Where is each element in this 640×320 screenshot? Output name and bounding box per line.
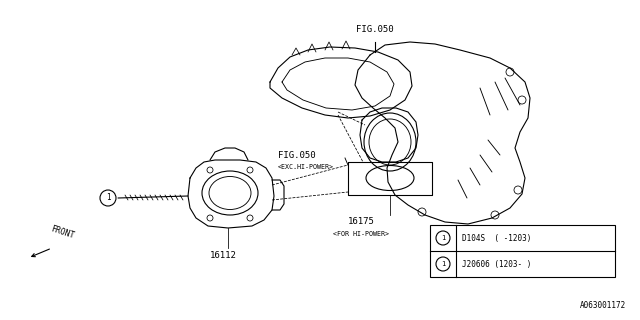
Bar [430,225,615,277]
Text: 1: 1 [106,194,110,203]
Text: FRONT: FRONT [50,224,76,240]
Text: FIG.050: FIG.050 [356,26,394,35]
Text: 1: 1 [441,235,445,241]
Text: D104S  ( -1203): D104S ( -1203) [462,234,531,243]
Text: A063001172: A063001172 [580,300,626,309]
Text: 16175: 16175 [348,218,375,227]
Text: J20606 (1203- ): J20606 (1203- ) [462,260,531,268]
Text: 1: 1 [441,261,445,267]
Text: 16112: 16112 [210,251,237,260]
Text: FIG.050: FIG.050 [278,150,316,159]
Text: <EXC.HI-POWER>: <EXC.HI-POWER> [278,164,334,170]
Text: <FOR HI-POWER>: <FOR HI-POWER> [333,231,389,237]
